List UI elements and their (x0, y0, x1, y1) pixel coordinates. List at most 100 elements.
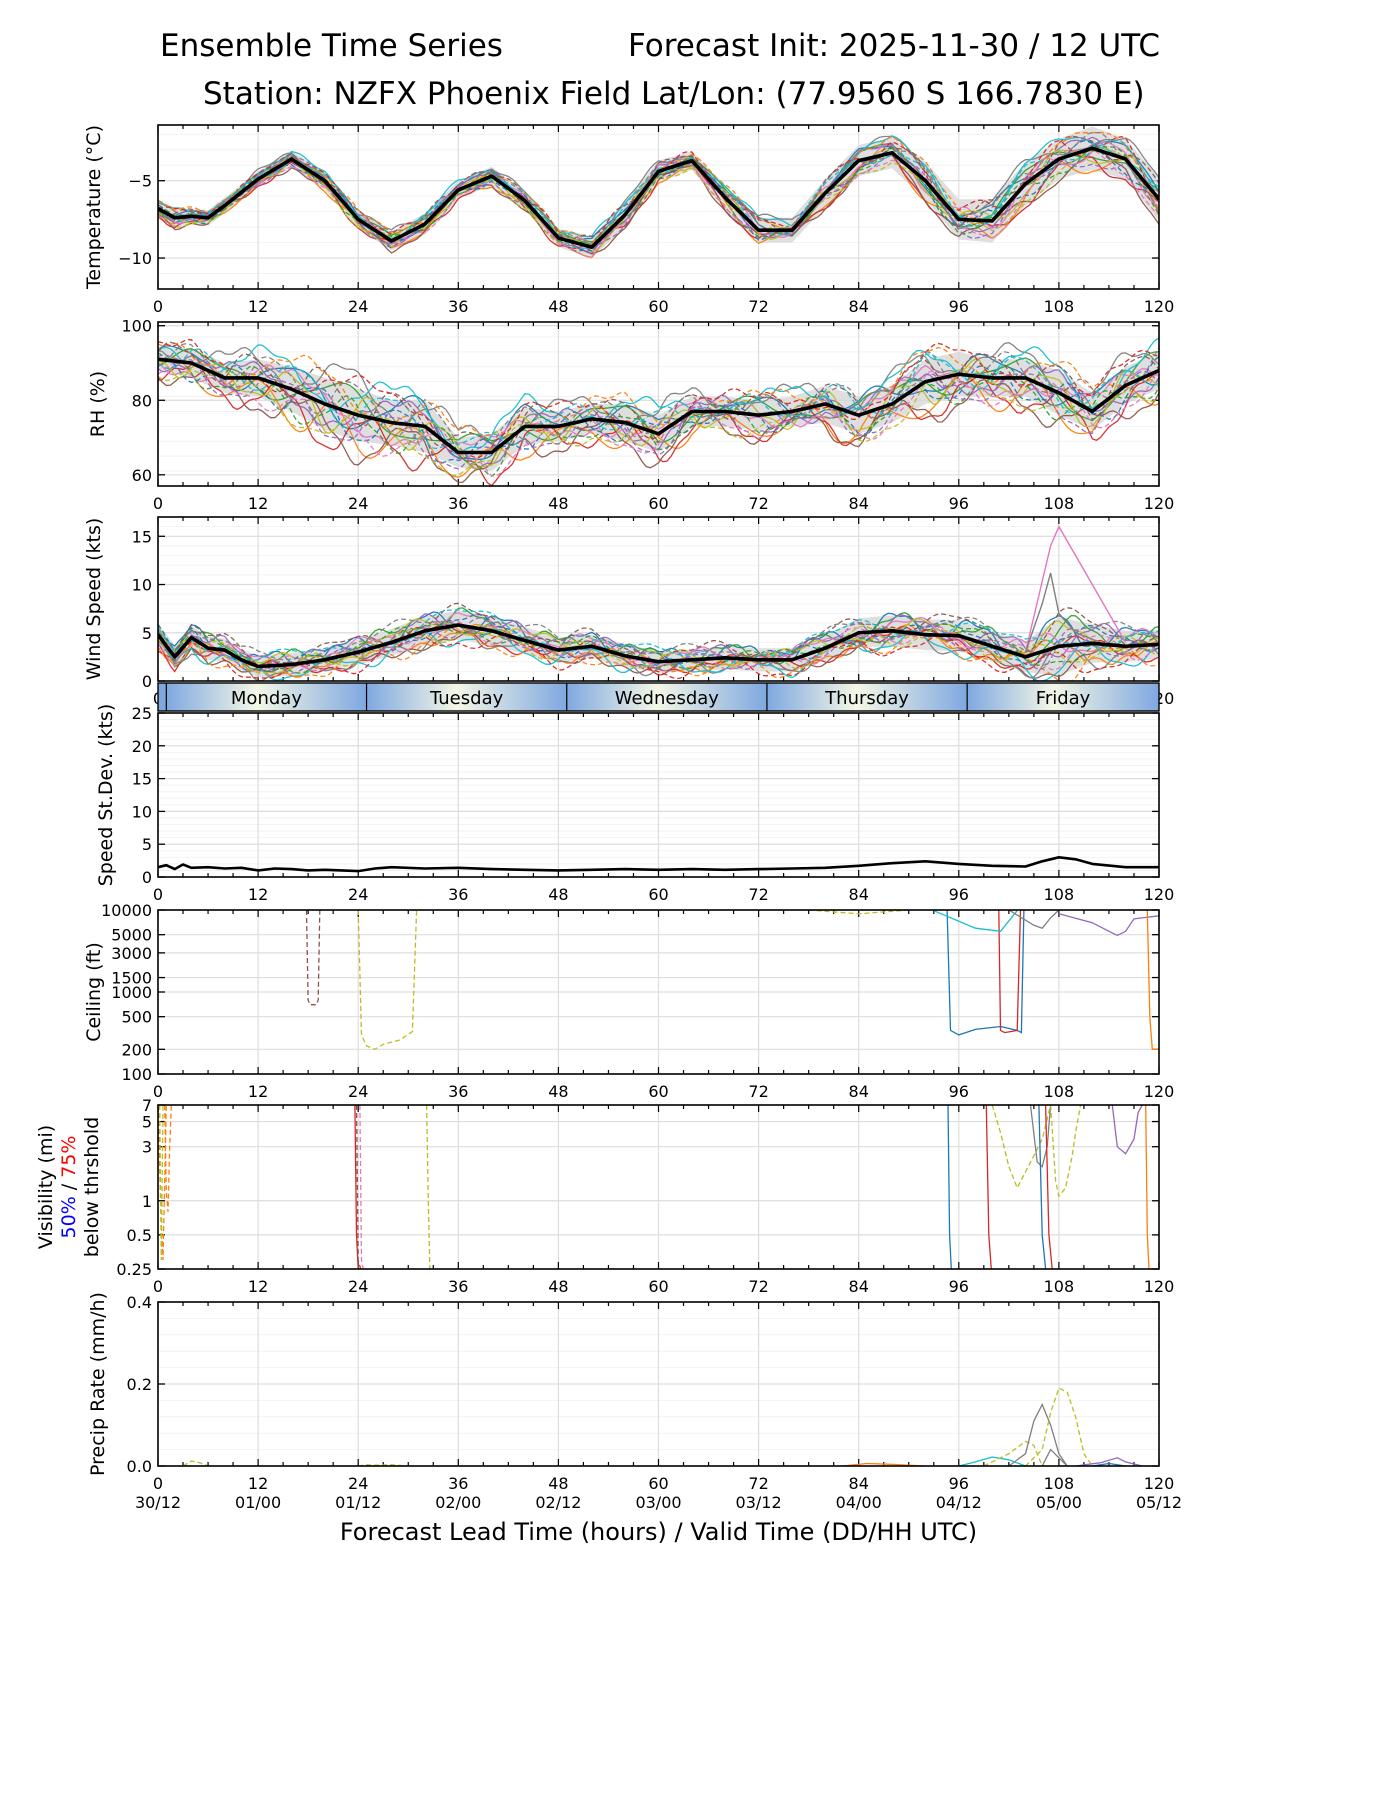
y-tick-label: 1000 (111, 983, 152, 1002)
x-tick-label: 72 (748, 1082, 768, 1101)
y-axis-label: Wind Speed (kts) (83, 518, 105, 681)
station-label: Station: NZFX Phoenix Field (203, 76, 632, 112)
ensemble-member-line (354, 1105, 360, 1269)
valid-time-label: 03/00 (635, 1493, 681, 1512)
y-tick-label: 1500 (111, 969, 152, 988)
y-tick-label: 100 (121, 1065, 152, 1084)
valid-time-label: 03/12 (736, 1493, 782, 1512)
x-tick-label: 120 (1144, 1277, 1175, 1296)
y-tick-label: 100 (121, 317, 152, 336)
ensemble-member-line (158, 1105, 167, 1261)
title-right: Forecast Init: 2025-11-30 / 12 UTC (628, 28, 1160, 64)
x-tick-label: 12 (248, 1277, 268, 1296)
day-label-wednesday: Wednesday (615, 688, 720, 709)
ensemble-member-line (158, 153, 1159, 249)
spread-band (158, 126, 1159, 259)
x-tick-label: 72 (748, 885, 768, 904)
ensemble-member-line (946, 910, 1025, 1036)
ensemble-member-line (158, 362, 1159, 447)
y-tick-label: 5 (142, 624, 152, 643)
y-axis-label: Visibility (mi) (35, 1125, 57, 1249)
x-tick-label: 24 (348, 1474, 368, 1493)
x-tick-label: 60 (648, 1474, 668, 1493)
ensemble-member-line (1145, 1105, 1150, 1269)
panel-visibility: 0.25 0.5 1 3 57 0 12 24 36 48 60 72 84 96 108 120 Visibi… (35, 1096, 1174, 1296)
x-tick-label: 108 (1044, 1082, 1075, 1101)
x-tick-label: 48 (548, 1277, 568, 1296)
x-tick-label: 12 (248, 885, 268, 904)
y-tick-label: 5 (142, 835, 152, 854)
x-tick-label: 48 (548, 885, 568, 904)
y-tick-label: 3000 (111, 944, 152, 963)
latlon-label: Lat/Lon: (77.9560 S 166.7830 E) (641, 76, 1145, 112)
valid-time-label: 01/00 (235, 1493, 281, 1512)
valid-time-label: 30/12 (135, 1493, 181, 1512)
x-tick-label: 84 (849, 494, 869, 513)
y-tick-label: 0 (142, 672, 152, 691)
axes-frame (157, 321, 1160, 487)
y-tick-label: 10 (132, 576, 152, 595)
valid-time-label: 05/00 (1036, 1493, 1082, 1512)
ensemble-member-line (1041, 1448, 1068, 1466)
y-tick-label: −5 (128, 172, 152, 191)
ensemble-member-line (158, 140, 1159, 252)
ensemble-member-line (158, 369, 1159, 484)
ensemble-member-line (158, 146, 1159, 245)
x-tick-label: 0 (153, 297, 163, 316)
day-label-thursday: Thursday (824, 688, 909, 709)
y-tick-label: 20 (132, 737, 152, 756)
plot-area (305, 910, 1159, 1051)
ensemble-member-line (158, 154, 1159, 252)
x-tick-label: 0 (153, 885, 163, 904)
x-tick-label: 84 (849, 1277, 869, 1296)
y-tick-label: 3 (142, 1138, 152, 1157)
ensemble-member-line (158, 356, 1159, 464)
y-tick-label: 0 (142, 868, 152, 887)
ensemble-member-line (158, 624, 1159, 674)
x-tick-label: 84 (849, 1474, 869, 1493)
y-tick-label: 0.2 (127, 1375, 152, 1394)
plot-area (158, 126, 1159, 259)
label-sep: / (58, 1178, 80, 1196)
ensemble-member-line (158, 147, 1159, 249)
ensemble-member-line (1092, 1462, 1126, 1466)
plot-area (182, 1387, 1143, 1466)
ensemble-mean-line (158, 146, 1159, 249)
x-tick-label: 72 (748, 297, 768, 316)
x-tick-label: 48 (548, 1082, 568, 1101)
title-left: Ensemble Time Series (160, 28, 503, 64)
day-segment (166, 683, 367, 711)
label-50pct: 50% (58, 1196, 80, 1238)
axes-frame (157, 712, 1160, 878)
y-tick-label: 80 (132, 391, 152, 410)
plot-area (158, 337, 1159, 486)
ensemble-member-line (158, 620, 1159, 673)
y-tick-label: 0.4 (127, 1293, 152, 1312)
ensemble-member-line (991, 1105, 1052, 1190)
ensemble-member-line (158, 354, 1159, 470)
y-tick-label: 0.25 (116, 1260, 152, 1279)
ensemble-member-line (158, 623, 1159, 674)
y-tick-label: 60 (132, 466, 152, 485)
ensemble-member-line (158, 352, 1159, 478)
axes-frame (157, 909, 1160, 1075)
x-tick-label: 96 (949, 494, 969, 513)
ensemble-member-line (158, 616, 1159, 664)
ensemble-member-line (158, 153, 1159, 259)
valid-time-label: 02/00 (435, 1493, 481, 1512)
day-label-monday: Monday (231, 688, 302, 709)
x-tick-label: 96 (949, 885, 969, 904)
ensemble-member-line (359, 1105, 364, 1269)
ensemble-member-line (1111, 1105, 1143, 1155)
x-tick-label: 60 (648, 297, 668, 316)
x-tick-label: 60 (648, 885, 668, 904)
x-tick-label: 12 (248, 494, 268, 513)
y-tick-label: 1 (142, 1192, 152, 1211)
ensemble-member-line (158, 342, 1159, 464)
plot-area (158, 1105, 1150, 1269)
valid-time-label: 05/12 (1136, 1493, 1182, 1512)
x-tick-label: 24 (348, 494, 368, 513)
x-tick-label: 108 (1044, 885, 1075, 904)
x-tick-label: 120 (1144, 297, 1175, 316)
x-tick-label: 96 (949, 1082, 969, 1101)
